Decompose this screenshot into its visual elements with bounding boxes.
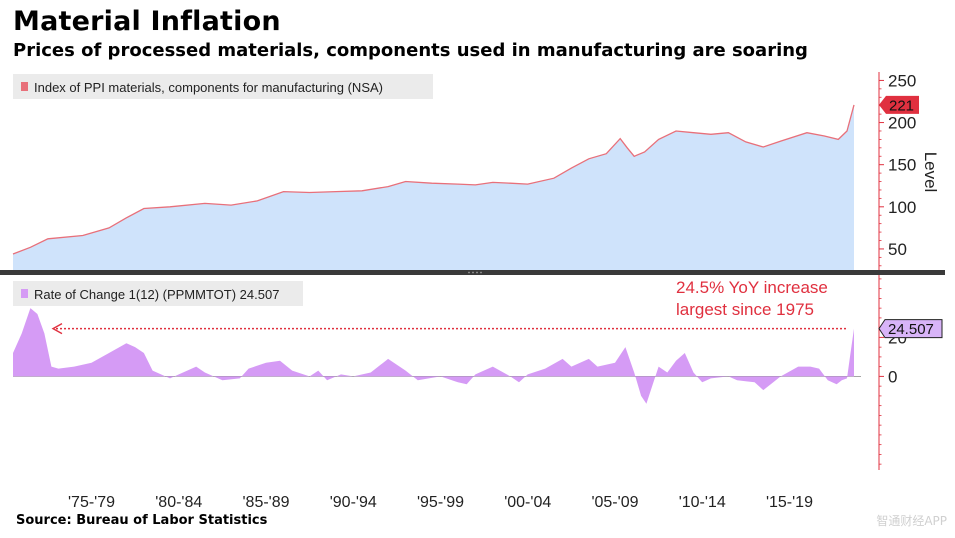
roc-last-value: 24.507 (888, 321, 934, 338)
chart-subtitle: Prices of processed materials, component… (13, 40, 808, 61)
panel-resize-handle-icon (468, 271, 482, 274)
x-tick-label: '85-'89 (242, 494, 289, 511)
roc-legend-swatch (21, 289, 28, 298)
index-y-axis-label: Level (921, 152, 940, 193)
annotation-line-2: largest since 1975 (676, 300, 814, 319)
x-tick-label: '80-'84 (155, 494, 202, 511)
source-note: Source: Bureau of Labor Statistics (16, 513, 268, 528)
index-series-line (12, 104, 855, 255)
index-legend-box (13, 74, 433, 99)
index-legend-label: Index of PPI materials, components for m… (34, 80, 383, 95)
peak-arrow-icon (51, 323, 63, 335)
watermark: 智通财经APP (876, 514, 947, 528)
x-tick-label: '90-'94 (330, 494, 377, 511)
index-legend-swatch (21, 82, 28, 91)
index-tick-label: 200 (888, 114, 916, 133)
chart-title: Material Inflation (13, 6, 281, 37)
index-last-value: 221 (889, 97, 914, 114)
roc-last-value-badge-shape (878, 319, 943, 339)
roc-legend-label: Rate of Change 1(12) (PPMMTOT) 24.507 (34, 287, 279, 302)
x-axis: '75-'79 '80-'84 '85-'89 '90-'94 '95-'99 '00-'… (68, 494, 813, 511)
roc-y-axis: 020 (878, 275, 907, 470)
x-tick-label: '95-'99 (417, 494, 464, 511)
x-tick-label: '10-'14 (679, 494, 726, 511)
index-series-area (13, 104, 854, 271)
index-last-value-badge-shape (879, 95, 919, 114)
index-tick-label: 150 (888, 156, 916, 175)
x-tick-label: '00-'04 (504, 494, 551, 511)
index-y-axis: 50 100 150 200 250 (878, 71, 916, 270)
roc-legend-box (13, 281, 303, 306)
index-tick-label: 50 (888, 240, 907, 259)
roc-series-area (13, 308, 854, 404)
x-tick-label: '05-'09 (591, 494, 638, 511)
index-tick-label: 100 (888, 198, 916, 217)
x-tick-label: '75-'79 (68, 494, 115, 511)
roc-tick-label: 0 (888, 367, 897, 386)
index-tick-label: 250 (888, 71, 916, 90)
index-last-value-badge: 221 (879, 95, 919, 114)
index-panel: Index of PPI materials, components for m… (12, 71, 940, 271)
annotation-line-1: 24.5% YoY increase (676, 278, 828, 297)
x-tick-label: '15-'19 (766, 494, 813, 511)
roc-last-value-badge: 24.507 (878, 319, 943, 339)
